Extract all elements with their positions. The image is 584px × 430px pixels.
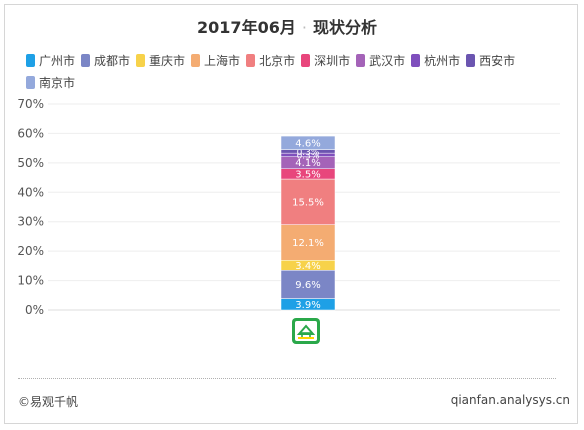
chart-title-text: 现状分析 — [312, 18, 377, 37]
legend-swatch — [26, 76, 35, 89]
data-label: 0.3% — [297, 148, 320, 158]
bar-segment[interactable] — [280, 224, 336, 261]
legend-label: 深圳市 — [314, 54, 351, 68]
footer-divider — [18, 378, 556, 379]
legend-swatch — [356, 54, 366, 67]
source-url: qianfan.analysys.cn — [450, 393, 570, 407]
bar-segment[interactable] — [280, 270, 336, 299]
data-label: 9.6% — [295, 280, 320, 291]
legend-label: 南京市 — [39, 76, 76, 90]
legend-item[interactable]: 南京市 — [26, 74, 75, 91]
legend-label: 上海市 — [204, 54, 241, 68]
data-label: 0.3% — [297, 151, 320, 161]
y-tick-label: 70% — [17, 97, 44, 111]
legend-item[interactable]: 上海市 — [191, 52, 240, 69]
legend-label: 武汉市 — [369, 54, 406, 68]
legend-label: 北京市 — [259, 54, 296, 68]
copyright-text: ©易观千帆 — [18, 395, 79, 409]
y-tick-label: 20% — [17, 244, 44, 258]
bar-segment[interactable] — [280, 178, 336, 225]
product-logo — [292, 318, 320, 344]
chart-title-date: 2017年06月 — [197, 18, 296, 37]
home-app-icon — [295, 321, 317, 341]
legend-swatch — [411, 54, 421, 67]
legend-item[interactable]: 杭州市 — [411, 52, 460, 69]
legend-label: 杭州市 — [424, 54, 461, 68]
chart-title: 2017年06月 · 现状分析 — [0, 14, 574, 38]
data-label: 12.1% — [292, 238, 324, 249]
legend-swatch — [191, 54, 201, 67]
legend-swatch — [136, 54, 146, 67]
legend-item[interactable]: 广州市 — [26, 52, 75, 69]
y-tick-label: 50% — [17, 156, 44, 170]
legend-swatch — [466, 54, 476, 67]
legend-item[interactable]: 深圳市 — [301, 52, 350, 69]
data-label: 3.9% — [295, 300, 320, 311]
legend-swatch — [26, 54, 35, 67]
data-label: 4.6% — [295, 138, 320, 149]
data-label: 3.5% — [295, 169, 320, 180]
chart-legend: 广州市 成都市 重庆市 上海市 北京市 深圳市 武汉市 杭州市 西安市南京市 — [26, 52, 566, 91]
data-label: 4.1% — [295, 158, 320, 169]
legend-label: 重庆市 — [149, 54, 186, 68]
legend-swatch — [246, 54, 256, 67]
legend-label: 广州市 — [39, 54, 76, 68]
bar-segment[interactable] — [280, 135, 336, 150]
chart-title-separator: · — [301, 18, 307, 37]
legend-item[interactable]: 北京市 — [246, 52, 295, 69]
legend-item[interactable]: 武汉市 — [356, 52, 405, 69]
data-label: 15.5% — [292, 197, 324, 208]
data-label: 3.4% — [295, 261, 320, 272]
y-tick-label: 0% — [25, 303, 44, 317]
legend-swatch — [81, 54, 91, 67]
legend-label: 成都市 — [94, 54, 131, 68]
legend-item[interactable]: 重庆市 — [136, 52, 185, 69]
y-tick-label: 30% — [17, 215, 44, 229]
legend-label: 西安市 — [479, 54, 516, 68]
y-tick-label: 40% — [17, 185, 44, 199]
y-tick-label: 60% — [17, 126, 44, 140]
legend-swatch — [301, 54, 311, 67]
y-tick-label: 10% — [17, 274, 44, 288]
legend-item[interactable]: 西安市 — [466, 52, 515, 69]
legend-item[interactable]: 成都市 — [81, 52, 130, 69]
